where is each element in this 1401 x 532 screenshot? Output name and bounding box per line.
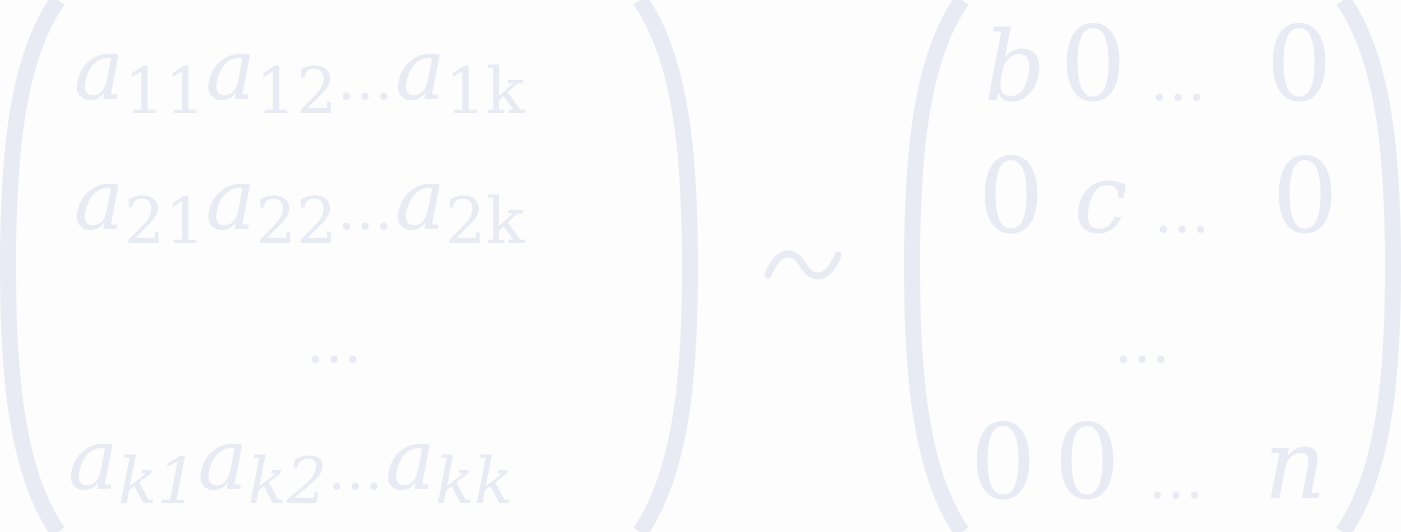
entry-variable: a <box>74 21 125 119</box>
horizontal-ellipsis: … <box>337 178 396 243</box>
entry-variable: a <box>205 21 256 119</box>
similarity-relation-symbol <box>764 250 842 280</box>
right-matrix-row-2: 0 c… 0 <box>978 144 1338 248</box>
left-matrix-row-1: a11a12…a1k <box>74 28 525 124</box>
entry-subscript: 1k <box>445 55 525 129</box>
entry-zero: 0 <box>1272 135 1339 257</box>
entry-zero: 0 <box>1054 401 1121 523</box>
entry-variable: a <box>395 151 446 249</box>
entry-subscript: k1 <box>118 445 198 519</box>
entry-variable: a <box>395 21 446 119</box>
entry-variable: a <box>74 151 125 249</box>
entry-subscript: 11 <box>124 55 206 129</box>
horizontal-ellipsis: … <box>1148 447 1208 512</box>
left-matrix-vertical-ellipsis: … <box>306 311 368 376</box>
entry-subscript: 21 <box>124 185 206 259</box>
entry-subscript: 22 <box>255 185 338 259</box>
entry-zero: 0 <box>1060 3 1127 125</box>
left-matrix-row-3: ak1ak2…akk <box>68 418 513 514</box>
entry-zero: 0 <box>1266 3 1333 125</box>
entry-subscript: kk <box>435 445 513 519</box>
right-matrix-vertical-ellipsis: … <box>1114 311 1176 376</box>
entry-variable: a <box>205 151 256 249</box>
horizontal-ellipsis: … <box>1154 181 1214 246</box>
horizontal-ellipsis: … <box>327 438 386 503</box>
entry-n: n <box>1264 409 1326 521</box>
right-matrix-row-3: 0 0… n <box>970 410 1326 514</box>
right-matrix-row-1: b 0… 0 <box>984 12 1332 116</box>
horizontal-ellipsis: … <box>337 48 396 113</box>
left-matrix-row-2: a21a22…a2k <box>74 158 525 254</box>
right-matrix-open-paren <box>904 0 969 532</box>
entry-c: c <box>1074 143 1128 255</box>
entry-subscript: 2k <box>445 185 525 259</box>
entry-variable: a <box>68 411 119 509</box>
entry-variable: a <box>385 411 436 509</box>
entry-zero: 0 <box>970 401 1037 523</box>
right-matrix-close-paren <box>1336 0 1401 532</box>
entry-subscript: k2 <box>247 445 328 519</box>
entry-variable: a <box>197 411 248 509</box>
horizontal-ellipsis: … <box>1150 49 1210 114</box>
entry-zero: 0 <box>978 135 1045 257</box>
left-matrix-close-paren <box>633 0 698 532</box>
left-matrix-open-paren <box>0 0 65 532</box>
entry-b: b <box>984 11 1046 123</box>
entry-subscript: 12 <box>255 55 338 129</box>
